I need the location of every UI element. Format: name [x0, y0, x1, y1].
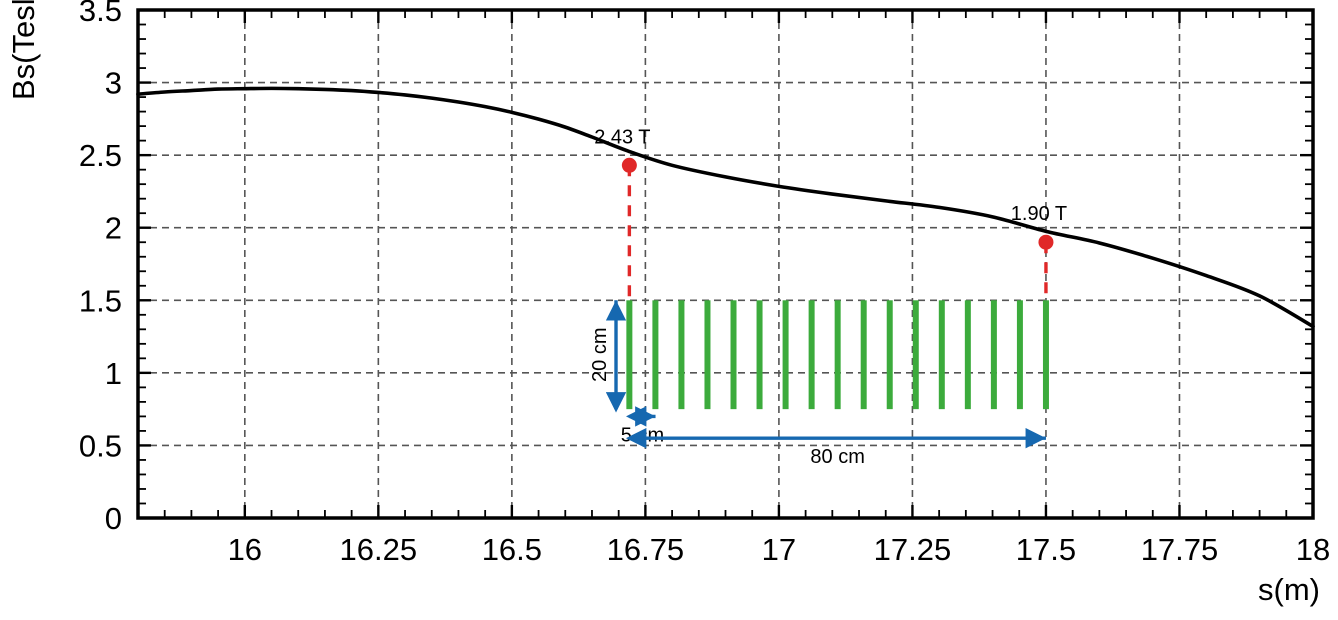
- x-tick-label: 17.5: [1016, 532, 1076, 567]
- length-dimension: 80 cm: [625, 427, 1046, 468]
- pole-bar: [678, 300, 685, 410]
- marker-label: 1.90 T: [1011, 203, 1067, 225]
- x-tick-label: 17.25: [874, 532, 952, 567]
- pole-bar: [808, 300, 815, 410]
- dimension-label: 20 cm: [589, 327, 611, 381]
- gridlines: [138, 10, 1313, 518]
- x-tick-label: 16.75: [607, 532, 685, 567]
- y-tick-label: 1.5: [79, 283, 122, 318]
- y-tick-label: 3.5: [79, 0, 122, 28]
- x-tick-label: 17.75: [1141, 532, 1219, 567]
- y-tick-label: 2: [105, 211, 122, 246]
- pole-bar: [990, 300, 997, 410]
- pole-bar: [730, 300, 737, 410]
- pole-bar: [860, 300, 867, 410]
- pole-bar: [704, 300, 711, 410]
- y-tick-label: 3: [105, 66, 122, 101]
- undulator-poles: [626, 300, 1049, 410]
- x-tick-label: 16.5: [482, 532, 542, 567]
- x-tick-label: 18: [1296, 532, 1330, 567]
- pole-bar: [626, 300, 633, 410]
- x-axis-title: s(m): [1258, 572, 1320, 607]
- y-tick-label: 0: [105, 501, 122, 536]
- x-tick-label: 16: [228, 532, 262, 567]
- pole-bar: [834, 300, 841, 410]
- y-tick-label: 0.5: [79, 428, 122, 463]
- dimension-label: 80 cm: [810, 446, 864, 468]
- y-axis-title: Bs(Tesla): [6, 0, 41, 100]
- y-axis-tick-labels: 0 0.5 1 1.5 2 2.5 3 3.5: [79, 0, 122, 536]
- x-tick-label: 17: [762, 532, 796, 567]
- pole-bar: [782, 300, 789, 410]
- field-curve: [136, 86, 1315, 329]
- x-axis-tick-labels: 16 16.25 16.5 16.75 17 17.25 17.5 17.75 18: [228, 532, 1331, 567]
- pole-bar: [938, 300, 945, 410]
- pole-bar: [886, 300, 893, 410]
- marker-label: 2.43 T: [594, 126, 650, 148]
- y-tick-label: 2.5: [79, 138, 122, 173]
- dimension-annotations: 20 cm 5 cm 80 cm: [589, 300, 1046, 468]
- pole-bar: [912, 300, 919, 410]
- height-dimension: 20 cm: [589, 300, 627, 413]
- pole-bar: [1042, 300, 1049, 410]
- pole-bar: [652, 300, 659, 410]
- x-tick-label: 16.25: [340, 532, 418, 567]
- pole-bar: [964, 300, 971, 410]
- marker-right: 1.90 T: [1011, 203, 1067, 301]
- dimension-label: 5 cm: [621, 424, 664, 446]
- plot-frame: [136, 8, 1315, 520]
- y-tick-label: 1: [105, 356, 122, 391]
- marker-dot: [621, 157, 637, 173]
- pole-bar: [1016, 300, 1023, 410]
- marker-dot: [1038, 234, 1054, 250]
- pole-bar: [756, 300, 763, 410]
